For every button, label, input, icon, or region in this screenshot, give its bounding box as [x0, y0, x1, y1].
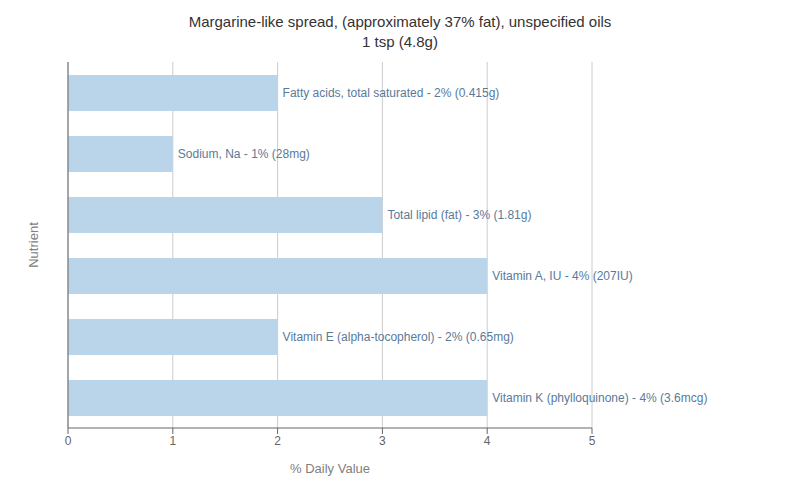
svg-text:4: 4	[484, 434, 491, 448]
svg-text:Vitamin K (phylloquinone) - 4%: Vitamin K (phylloquinone) - 4% (3.6mcg)	[492, 391, 707, 405]
svg-text:3: 3	[379, 434, 386, 448]
svg-text:% Daily Value: % Daily Value	[290, 461, 370, 476]
svg-text:2: 2	[274, 434, 281, 448]
svg-text:Fatty acids, total saturated -: Fatty acids, total saturated - 2% (0.415…	[283, 86, 500, 100]
svg-text:Sodium, Na - 1% (28mg): Sodium, Na - 1% (28mg)	[178, 147, 310, 161]
svg-text:Vitamin E (alpha-tocopherol) -: Vitamin E (alpha-tocopherol) - 2% (0.65m…	[283, 330, 514, 344]
html-text:Margarine-like spread, (approx: Margarine-like spread, (approximately 37…	[188, 13, 612, 30]
svg-text:Nutrient: Nutrient	[26, 222, 41, 268]
svg-text:5: 5	[589, 434, 596, 448]
html-text:1 tsp (4.8g): 1 tsp (4.8g)	[362, 33, 438, 50]
svg-text:0: 0	[65, 434, 72, 448]
svg-text:Total lipid (fat) - 3% (1.81g): Total lipid (fat) - 3% (1.81g)	[387, 208, 531, 222]
svg-text:Vitamin A, IU - 4% (207IU): Vitamin A, IU - 4% (207IU)	[492, 269, 633, 283]
svg-text:1: 1	[169, 434, 176, 448]
